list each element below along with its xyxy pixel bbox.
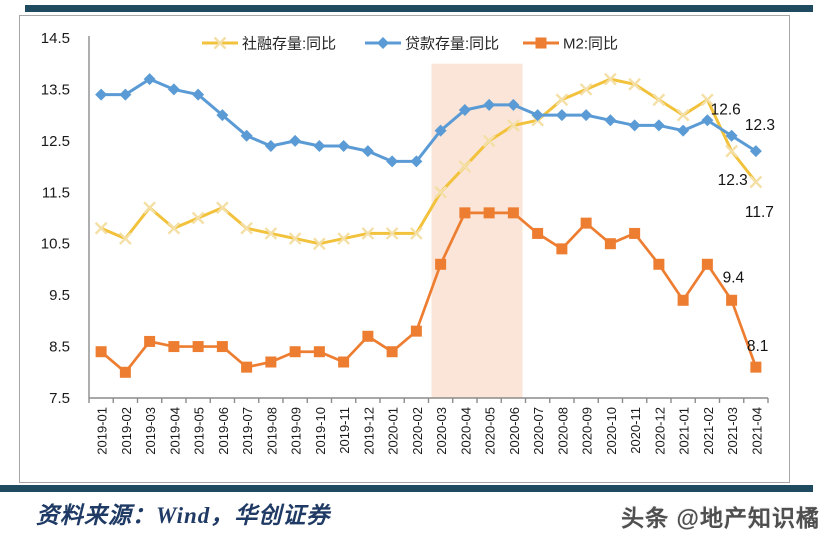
- chart-card: [19, 15, 790, 483]
- covid-highlight-region: [431, 63, 523, 398]
- y-tick-label: 14.5: [41, 30, 70, 47]
- legend-item-loans: 贷款存量:同比: [365, 36, 499, 53]
- m2-line: [100, 211, 758, 374]
- y-tick-label: 12.5: [41, 133, 70, 150]
- loans-line: [101, 77, 757, 163]
- x-tick-label: 2019-03: [143, 407, 158, 455]
- x-tick-label: 2019-05: [192, 407, 207, 455]
- legend-label-tsf: 社融存量:同比: [242, 36, 336, 53]
- x-tick-label: 2019-12: [361, 407, 376, 455]
- x-tick-label: 2019-06: [216, 407, 231, 455]
- x-axis-ticks: [88, 398, 769, 403]
- x-tick-label: 2020-05: [483, 407, 498, 455]
- x-tick-label: 2020-08: [555, 407, 570, 455]
- x-tick-label: 2019-07: [240, 407, 255, 455]
- x-axis-labels: 2019-01 2019-02 2019-03 2019-04 2019-05 2019-…: [95, 407, 765, 455]
- legend-item-tsf: 社融存量:同比: [202, 36, 336, 53]
- top-accent-bar: [25, 5, 813, 12]
- bottom-accent-bar: [0, 485, 813, 492]
- legend-item-m2: M2:同比: [523, 36, 618, 53]
- axes: [88, 36, 769, 403]
- y-axis-labels: 14.5 13.5 12.5 11.5 10.5 9.5 8.5 7.5: [41, 30, 70, 407]
- x-tick-label: 2020-01: [386, 407, 401, 455]
- data-label: 12.6: [711, 102, 741, 119]
- data-label: 11.7: [745, 204, 774, 221]
- x-tick-label: 2020-03: [434, 407, 449, 455]
- x-tick-label: 2021-03: [725, 407, 740, 455]
- x-tick-label: 2019-02: [119, 407, 134, 455]
- tsf-series: [94, 72, 763, 251]
- x-tick-label: 2020-02: [410, 407, 425, 455]
- x-tick-label: 2021-02: [701, 407, 716, 455]
- x-tick-label: 2019-08: [264, 407, 279, 455]
- tsf-markers: [94, 72, 763, 251]
- x-tick-label: 2019-10: [313, 407, 328, 455]
- x-tick-label: 2020-04: [458, 407, 473, 455]
- loans-series: [95, 73, 762, 168]
- legend-label-loans: 贷款存量:同比: [405, 36, 499, 53]
- x-tick-label: 2021-04: [749, 407, 764, 455]
- y-tick-label: 10.5: [41, 236, 70, 253]
- y-tick-label: 11.5: [42, 184, 70, 201]
- x-tick-label: 2020-12: [652, 407, 667, 455]
- y-tick-label: 8.5: [49, 339, 70, 356]
- loans-markers: [95, 73, 762, 168]
- x-tick-label: 2019-09: [289, 407, 304, 455]
- x-tick-label: 2020-07: [531, 407, 546, 455]
- data-label: 12.3: [718, 172, 748, 189]
- data-labels: 12.612.312.311.79.48.1: [711, 102, 775, 355]
- y-tick-label: 7.5: [49, 390, 70, 407]
- legend: 社融存量:同比 贷款存量:同比 M2:同比: [202, 36, 618, 53]
- legend-label-m2: M2:同比: [563, 36, 618, 53]
- x-tick-label: 2020-11: [628, 407, 643, 454]
- x-tick-label: 2020-06: [507, 407, 522, 455]
- data-label: 8.1: [747, 338, 769, 355]
- x-tick-label: 2019-01: [95, 407, 110, 455]
- x-tick-label: 2020-09: [580, 407, 595, 455]
- data-label: 12.3: [745, 117, 775, 134]
- m2-series: [95, 207, 762, 378]
- x-tick-label: 2019-04: [167, 407, 182, 455]
- source-text: 资料来源：Wind，华创证券: [36, 503, 331, 528]
- watermark-text: 头条 @地产知识橘: [621, 505, 820, 531]
- y-tick-label: 9.5: [49, 287, 70, 304]
- tsf-line: [100, 77, 758, 246]
- x-tick-label: 2021-01: [677, 407, 692, 455]
- x-tick-label: 2019-11: [337, 407, 352, 454]
- data-label: 9.4: [723, 269, 745, 286]
- y-tick-label: 13.5: [41, 81, 70, 98]
- x-tick-label: 2020-10: [604, 407, 619, 455]
- m2-markers: [95, 207, 762, 378]
